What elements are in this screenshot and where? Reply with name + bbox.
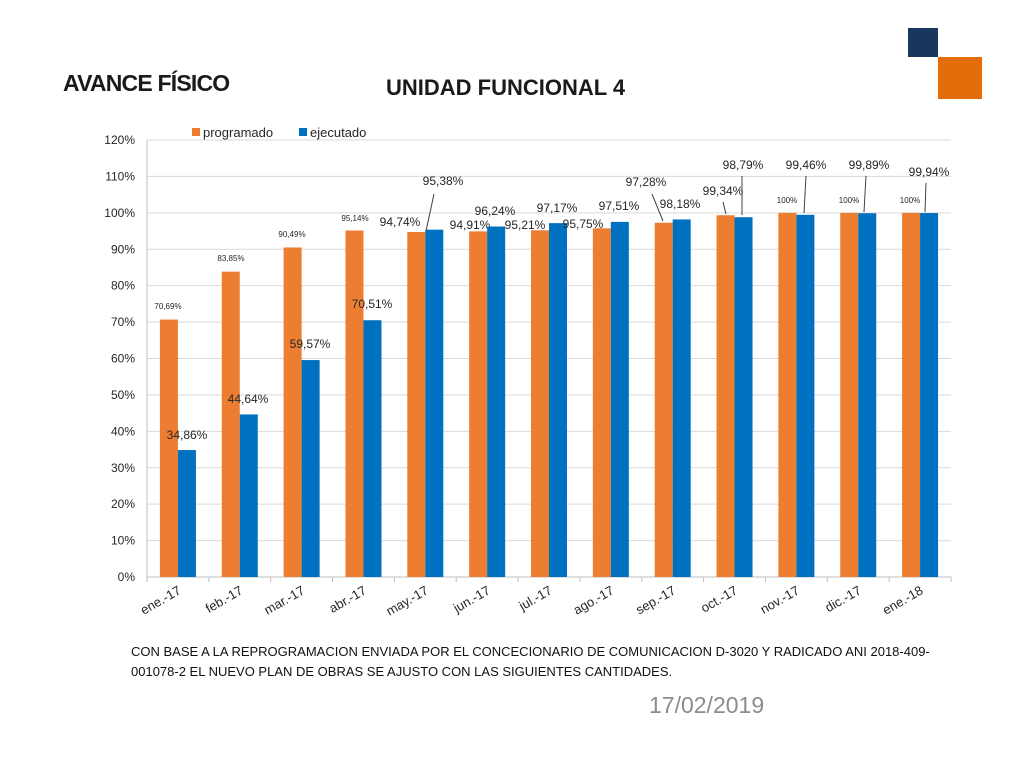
bar-ejecutado <box>796 214 815 577</box>
slide-title: AVANCE FÍSICO <box>63 70 230 96</box>
data-label-ejecutado: 97,17% <box>537 201 578 215</box>
x-tick-label: mar.-17 <box>261 583 307 618</box>
bar-ejecutado <box>549 223 567 577</box>
data-label-ejecutado: 70,51% <box>352 297 393 311</box>
chart-title: UNIDAD FUNCIONAL 4 <box>386 75 626 100</box>
legend-swatch-programado <box>192 128 200 136</box>
data-label-leader <box>863 175 867 213</box>
data-label-programado: 94,74% <box>380 215 421 229</box>
data-label-ejecutado: 98,18% <box>660 197 701 211</box>
data-label-programado: 90,49% <box>278 230 305 239</box>
data-label-ejecutado: 99,46% <box>786 158 827 172</box>
data-label-ejecutado: 34,86% <box>167 428 208 442</box>
bar-ejecutado <box>610 221 629 578</box>
x-tick-label: oct.-17 <box>698 583 740 616</box>
bar-programado <box>159 319 178 577</box>
bar-programado <box>531 230 549 577</box>
data-label-programado: 100% <box>839 196 859 205</box>
accent-square-dark <box>908 28 938 57</box>
data-label-programado: 94,91% <box>450 218 491 232</box>
accent-square-orange <box>938 57 982 99</box>
data-label-ejecutado: 44,64% <box>228 392 269 406</box>
data-label-programado: 70,69% <box>154 302 181 311</box>
x-tick-label: dic.-17 <box>822 583 863 616</box>
data-label-ejecutado: 98,79% <box>723 158 764 172</box>
bar-ejecutado <box>487 226 506 577</box>
bar-programado <box>469 231 488 577</box>
data-label-programado: 100% <box>777 196 797 205</box>
data-label-programado: 95,75% <box>563 217 604 231</box>
y-tick-label: 20% <box>111 497 135 511</box>
data-label-programado: 99,34% <box>703 184 744 198</box>
y-tick-label: 60% <box>111 352 135 366</box>
bar-programado <box>407 231 426 577</box>
y-tick-label: 120% <box>104 133 135 147</box>
bar-programado <box>592 228 611 577</box>
data-label-ejecutado: 99,89% <box>849 158 890 172</box>
bar-programado <box>840 212 859 578</box>
bar-ejecutado <box>920 213 939 578</box>
y-tick-label: 100% <box>104 206 135 220</box>
data-label-programado: 100% <box>900 196 920 205</box>
legend-label-programado: programado <box>203 125 273 140</box>
data-label-programado: 95,14% <box>341 214 368 223</box>
x-tick-label: nov.-17 <box>758 583 802 617</box>
bar-programado <box>283 247 302 577</box>
bar-ejecutado <box>239 414 258 577</box>
data-label-leader <box>924 182 927 213</box>
x-tick-label: ene.-17 <box>138 583 184 618</box>
footnote-text: CON BASE A LA REPROGRAMACION ENVIADA POR… <box>131 644 930 679</box>
y-tick-label: 70% <box>111 315 135 329</box>
legend-label-ejecutado: ejecutado <box>310 125 366 140</box>
bar-programado <box>221 271 240 577</box>
bar-ejecutado <box>425 229 444 577</box>
bar-ejecutado <box>363 320 382 577</box>
data-label-leader <box>803 175 807 214</box>
bar-ejecutado <box>858 213 877 577</box>
data-label-programado: 97,28% <box>626 175 667 189</box>
bar-programado <box>654 222 673 578</box>
bar-programado <box>345 230 364 577</box>
data-label-programado: 95,21% <box>505 218 546 232</box>
data-label-leader <box>651 193 664 222</box>
bar-ejecutado <box>672 219 691 577</box>
x-tick-label: sep.-17 <box>633 583 678 618</box>
x-tick-label: ago.-17 <box>571 583 617 618</box>
x-tick-label: jun.-17 <box>450 583 493 616</box>
bar-programado <box>716 215 735 578</box>
bar-ejecutado <box>301 360 320 577</box>
bar-ejecutado <box>734 217 753 577</box>
data-label-leader <box>722 201 727 215</box>
data-label-ejecutado: 97,51% <box>599 199 640 213</box>
x-tick-label: jul.-17 <box>515 583 554 614</box>
x-tick-label: ene.-18 <box>880 583 926 618</box>
y-tick-label: 30% <box>111 461 135 475</box>
legend-swatch-ejecutado <box>299 128 307 136</box>
data-label-leader <box>425 193 435 232</box>
x-tick-label: may.-17 <box>383 583 430 619</box>
y-tick-label: 90% <box>111 242 135 256</box>
y-tick-label: 0% <box>118 570 136 584</box>
y-tick-label: 80% <box>111 279 135 293</box>
y-tick-label: 40% <box>111 424 135 438</box>
slide-date: 17/02/2019 <box>649 692 765 718</box>
data-label-ejecutado: 95,38% <box>423 174 464 188</box>
data-label-programado: 83,85% <box>217 254 244 263</box>
x-tick-label: abr.-17 <box>326 583 369 616</box>
data-label-ejecutado: 99,94% <box>909 165 950 179</box>
data-label-ejecutado: 96,24% <box>475 204 516 218</box>
bar-programado <box>902 212 921 578</box>
y-tick-label: 50% <box>111 388 135 402</box>
y-tick-label: 110% <box>105 169 135 183</box>
x-tick-label: feb.-17 <box>203 583 246 616</box>
bar-programado <box>778 212 797 578</box>
bar-ejecutado <box>177 450 196 577</box>
data-label-ejecutado: 59,57% <box>290 337 331 351</box>
y-tick-label: 10% <box>111 534 135 548</box>
